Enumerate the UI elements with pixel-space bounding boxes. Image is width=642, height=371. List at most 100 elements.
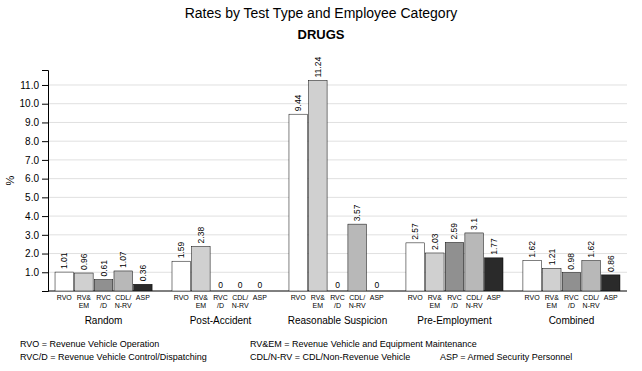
bar-category-label: CDL/N-RV	[466, 294, 483, 309]
grid-line	[48, 141, 627, 142]
group-label: Combined	[549, 315, 595, 326]
y-label: %	[4, 175, 16, 185]
data-label: 0	[335, 280, 340, 290]
bar-category-label: RVC/D	[213, 294, 228, 309]
bar-category-label: RVO	[57, 294, 73, 301]
grid-line	[48, 216, 627, 217]
bar	[602, 275, 620, 291]
data-label: 1.01	[59, 252, 69, 269]
bar-category-label: CDL/N-RV	[232, 294, 249, 309]
bar	[94, 280, 112, 291]
y-tick: 6.0	[25, 173, 48, 184]
bar	[289, 114, 307, 291]
y-tick-label: 5.0	[25, 192, 39, 203]
data-label: 0.98	[566, 253, 576, 270]
data-label: 0	[374, 280, 379, 290]
data-label: 2.57	[410, 223, 420, 240]
bar	[348, 224, 366, 291]
y-tick-mark	[42, 272, 48, 273]
y-tick-label: 4.0	[25, 211, 39, 222]
group-label: Random	[85, 315, 123, 326]
bar	[368, 291, 386, 292]
data-label: 0.96	[79, 253, 89, 270]
y-tick-mark	[42, 104, 48, 105]
data-label: 2.59	[449, 223, 459, 240]
bar-labels: RVO RV&EM RVC/D CDL/N-RV ASP RVO RV&EM RVC/D CDL…	[57, 294, 618, 309]
bar	[485, 258, 503, 291]
y-tick: 7.0	[25, 155, 48, 166]
footnote: RV&EM = Revenue Vehicle and Equipment Ma…	[250, 339, 477, 349]
data-label: 3.1	[469, 218, 479, 230]
bar	[406, 243, 424, 291]
footnote: RVC/D = Revenue Vehicle Control/Dispatch…	[20, 352, 207, 362]
y-tick: 1.0	[25, 267, 48, 278]
bar-category-label: CDL/N-RV	[115, 294, 132, 309]
footnote: CDL/N-RV = CDL/Non-Revenue Vehicle	[250, 352, 410, 362]
bar	[114, 271, 132, 291]
data-label: 3.57	[352, 204, 362, 221]
bar-category-label: ASP	[253, 294, 267, 301]
data-label: 9.44	[293, 94, 303, 111]
data-label: 0.61	[99, 260, 109, 277]
y-tick: 5.0	[25, 192, 48, 203]
y-tick-label: 8.0	[25, 136, 39, 147]
group-label: Pre-Employment	[417, 315, 492, 326]
bar	[582, 261, 600, 291]
bar-category-label: CDL/N-RV	[349, 294, 366, 309]
grid-line	[48, 253, 627, 254]
data-label: 1.21	[547, 249, 557, 266]
y-tick-mark	[42, 141, 48, 142]
bar-category-label: RV&EM	[77, 294, 92, 309]
bar	[523, 261, 541, 291]
bars	[55, 80, 620, 291]
grid	[48, 85, 627, 272]
bar	[172, 261, 190, 291]
y-tick-label: 2.0	[25, 248, 39, 259]
bar-category-label: ASP	[604, 294, 618, 301]
footnote: RVO = Revenue Vehicle Operation	[20, 339, 159, 349]
bar-category-label: CDL/N-RV	[583, 294, 600, 309]
y-tick: 8.0	[25, 136, 48, 147]
group-label: Post-Accident	[190, 315, 252, 326]
bar-category-label: RVO	[525, 294, 541, 301]
data-label: 1.07	[118, 251, 128, 268]
data-labels: 1.010.960.611.070.361.592.380009.4411.24…	[59, 57, 615, 290]
bar-category-label: RV&EM	[194, 294, 209, 309]
bar	[543, 268, 561, 291]
y-tick-mark	[42, 179, 48, 180]
bar	[426, 253, 444, 291]
bar-category-label: RVC/D	[330, 294, 345, 309]
y-tick-label: 10.0	[20, 98, 40, 109]
y-tick: 9.0	[25, 117, 48, 128]
y-tick: 4.0	[25, 211, 48, 222]
grid-line	[48, 159, 627, 160]
bar	[328, 291, 346, 292]
y-tick-mark	[42, 160, 48, 161]
y-tick-mark	[42, 216, 48, 217]
bar	[465, 233, 483, 291]
bar-category-label: RVC/D	[447, 294, 462, 309]
bar-category-label: ASP	[370, 294, 384, 301]
grid-line	[48, 197, 627, 198]
title: Rates by Test Type and Employee Category	[185, 5, 458, 21]
grid-line	[48, 103, 627, 104]
data-label: 2.03	[430, 233, 440, 250]
bar-category-label: RVO	[174, 294, 190, 301]
bar-category-label: ASP	[136, 294, 150, 301]
grid-line	[48, 122, 627, 123]
y-tick: 11.0	[20, 80, 48, 91]
y-tick-mark	[42, 254, 48, 255]
footnotes: RVO = Revenue Vehicle Operation RV&EM = R…	[20, 339, 572, 362]
bar	[445, 242, 463, 291]
y-tick-mark	[42, 235, 48, 236]
data-label: 11.24	[313, 57, 323, 78]
y-tick-label: 1.0	[25, 267, 39, 278]
y-tick: 2.0	[25, 248, 48, 259]
chart: 1.02.03.04.05.06.07.08.09.010.011.0%1.01…	[0, 0, 642, 371]
y-tick-mark	[42, 85, 48, 86]
bar	[251, 291, 269, 292]
grid-line	[48, 234, 627, 235]
data-label: 0	[238, 280, 243, 290]
data-label: 0.86	[606, 255, 616, 272]
bar-category-label: RVO	[291, 294, 307, 301]
